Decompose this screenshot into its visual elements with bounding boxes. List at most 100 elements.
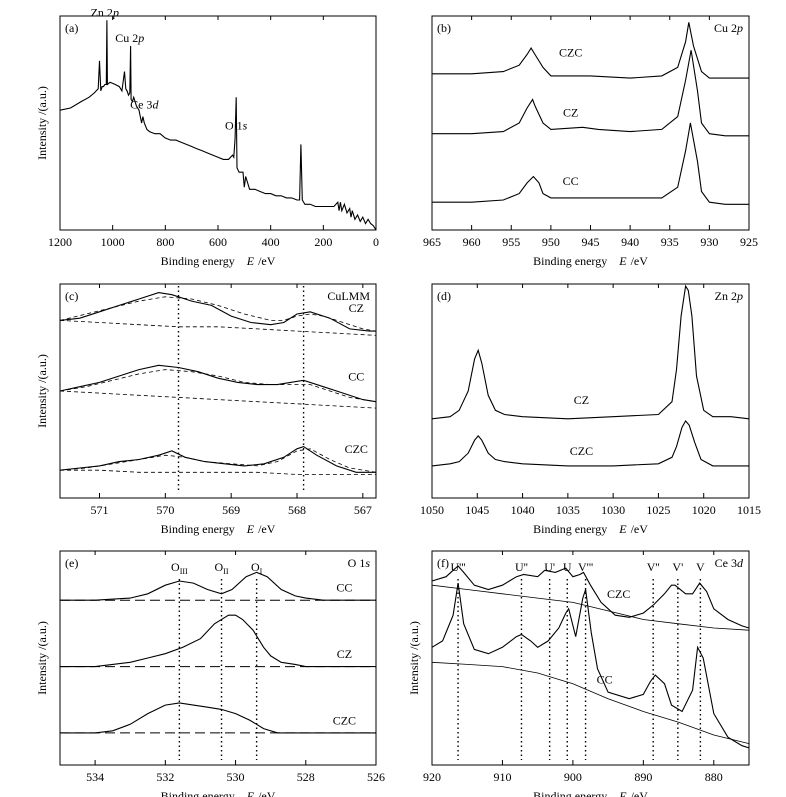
peak-annotation: Cu 2p <box>115 31 144 45</box>
peak-label: OII <box>215 560 229 576</box>
peak-label: U <box>563 560 572 574</box>
x-axis-label: Binding energy E/eV <box>533 789 648 797</box>
x-tick-label: 571 <box>91 503 109 517</box>
peak-label: U' <box>544 560 555 574</box>
series-label: CZ <box>337 647 352 661</box>
panel-label: (c) <box>65 289 78 303</box>
peak-annotation: Ce 3d <box>130 97 159 111</box>
peak-label: OIII <box>171 560 188 576</box>
x-tick-label: 570 <box>156 503 174 517</box>
x-tick-label: 1025 <box>646 503 670 517</box>
panel-title: Zn 2p <box>715 289 743 303</box>
plot-frame <box>431 550 750 766</box>
x-tick-label: 1000 <box>101 235 125 249</box>
peak-label: V''' <box>578 560 593 574</box>
czc-series-line <box>59 445 376 473</box>
peak-annotation: Zn 2p <box>91 5 119 19</box>
peak-label: V' <box>672 560 683 574</box>
panel-c: 571 570 569 568 567 Binding energy E/eV Intensi… <box>35 283 377 536</box>
panel-b: 965 960 955 950 945 940 935 930 925 Binding energ… <box>423 15 758 268</box>
series-label: CZC <box>570 444 593 458</box>
panel-label: (f) <box>437 556 449 570</box>
x-tick-label: 1045 <box>465 503 489 517</box>
x-tick-label: 526 <box>367 770 385 784</box>
x-tick-label: 945 <box>582 235 600 249</box>
cc-series-line <box>432 122 749 205</box>
x-tick-label: 1035 <box>556 503 580 517</box>
panel-label: (b) <box>437 21 451 35</box>
peak-annotation: O 1s <box>225 119 248 133</box>
cz-series-line <box>431 284 750 420</box>
x-tick-label: 955 <box>502 235 520 249</box>
x-axis-label: Binding energy E/eV <box>161 522 276 536</box>
x-axis-label: Binding energy E/eV <box>533 522 648 536</box>
peak-label: OI <box>251 560 263 576</box>
series-label: CZ <box>563 106 578 120</box>
cc-bg-series-line <box>59 390 377 409</box>
series-label: CZC <box>333 713 356 727</box>
x-tick-label: 528 <box>297 770 315 784</box>
panel-label: (d) <box>437 289 451 303</box>
x-tick-label: 920 <box>423 770 441 784</box>
x-tick-label: 600 <box>209 235 227 249</box>
czc-series-line <box>431 565 750 629</box>
panel-a: 1200 1000 800 600 400 200 0 Binding energy E/eV I… <box>35 5 379 268</box>
y-axis-label: Intensity /(a.u.) <box>407 621 421 695</box>
czc-series-line <box>432 22 749 79</box>
cc-fit-series-line <box>59 369 377 403</box>
x-tick-label: 567 <box>354 503 372 517</box>
series-label: CZC <box>559 46 582 60</box>
czc-series-line <box>431 420 749 467</box>
cc-series-line <box>60 571 376 601</box>
panel-label: (e) <box>65 556 78 570</box>
panel-title: Ce 3d <box>715 556 744 570</box>
panel-f: 920 910 900 890 880 Binding energy E/eV Intensi… <box>407 550 750 797</box>
x-tick-label: 950 <box>542 235 560 249</box>
x-tick-label: 1200 <box>48 235 72 249</box>
x-tick-label: 890 <box>634 770 652 784</box>
x-axis-label: Binding energy E/eV <box>161 254 276 268</box>
x-tick-label: 935 <box>661 235 679 249</box>
x-tick-label: 960 <box>463 235 481 249</box>
x-axis-label: Binding energy E/eV <box>533 254 648 268</box>
series-label: CZ <box>574 393 589 407</box>
x-tick-label: 925 <box>740 235 758 249</box>
plot-frame <box>59 550 377 766</box>
x-tick-label: 530 <box>227 770 245 784</box>
peak-label: V'' <box>647 560 660 574</box>
x-tick-label: 910 <box>493 770 511 784</box>
panel-title: CuLMM <box>327 289 370 303</box>
czc-bg-series-line <box>431 584 750 631</box>
x-tick-label: 200 <box>314 235 332 249</box>
cc-bg-series-line <box>431 661 750 744</box>
panel-label: (a) <box>65 21 78 35</box>
cz-bg-series-line <box>59 320 377 336</box>
x-tick-label: 0 <box>373 235 379 249</box>
series-label: CC <box>336 581 352 595</box>
panel-d: 1050 1045 1040 1035 1030 1025 1020 1015 Binding … <box>420 283 761 536</box>
cz-series-line <box>60 614 376 668</box>
x-tick-label: 1020 <box>692 503 716 517</box>
series-line <box>59 20 377 231</box>
x-axis-label: Binding energy E/eV <box>161 789 276 797</box>
series-label: CC <box>348 369 364 383</box>
czc-series-line <box>60 702 376 734</box>
x-tick-label: 1015 <box>737 503 761 517</box>
x-tick-label: 900 <box>564 770 582 784</box>
y-axis-label: Intensity /(a.u.) <box>35 354 49 428</box>
panel-e: 534 532 530 528 526 Binding energy E/eV Intensi… <box>35 550 385 797</box>
series-label: CZ <box>349 301 364 315</box>
x-tick-label: 532 <box>156 770 174 784</box>
panel-title: Cu 2p <box>714 21 743 35</box>
x-tick-label: 1030 <box>601 503 625 517</box>
cz-series-line <box>432 50 749 137</box>
series-label: CZC <box>345 442 368 456</box>
x-tick-label: 1050 <box>420 503 444 517</box>
x-tick-label: 1040 <box>511 503 535 517</box>
czc-fit-series-line <box>59 448 377 473</box>
x-tick-label: 880 <box>705 770 723 784</box>
cz-fit-series-line <box>59 296 377 332</box>
x-tick-label: 569 <box>222 503 240 517</box>
plot-frame <box>431 283 750 499</box>
